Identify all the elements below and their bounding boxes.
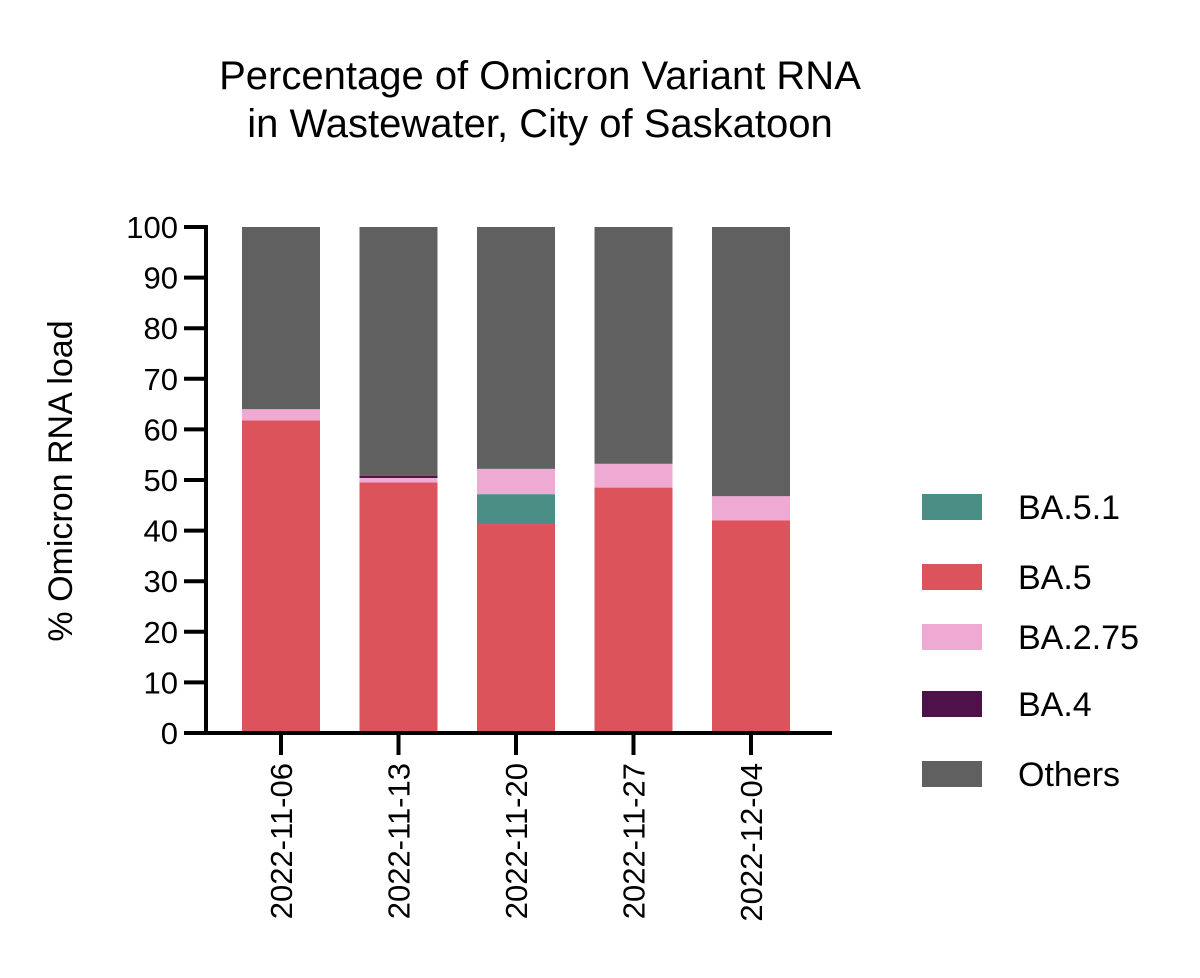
y-tick-label: 10 — [144, 665, 178, 700]
bar-segment-ba-2-75-2022-11-13 — [359, 477, 438, 483]
legend: BA.5.1 BA.5 BA.2.75 BA.4 Others — [922, 489, 1139, 794]
bar-segment-ba-4-2022-11-13 — [359, 475, 438, 478]
bar-segment-ba-5-1-2022-11-20 — [477, 494, 555, 525]
legend-label-ba-5: BA.5 — [1018, 559, 1092, 597]
bar-segment-others-2022-11-20 — [477, 227, 555, 469]
legend-swatch-ba-4 — [922, 691, 982, 717]
y-tick-label: 30 — [144, 564, 178, 599]
legend-label-ba-2-75: BA.2.75 — [1018, 619, 1139, 657]
y-tick-label: 50 — [144, 463, 178, 498]
legend-label-ba-4: BA.4 — [1018, 686, 1092, 724]
bar-segment-ba-5-2022-11-20 — [477, 524, 555, 733]
bar-segment-others-2022-11-27 — [594, 227, 673, 464]
bar-segment-ba-5-2022-11-27 — [594, 487, 673, 733]
y-axis-label: % Omicron RNA load — [42, 320, 80, 641]
bar-segment-ba-2-75-2022-11-20 — [477, 468, 555, 495]
y-tick-label: 20 — [144, 615, 178, 650]
x-axis: 2022-11-06 2022-11-13 2022-11-20 2022-11-27… — [204, 731, 832, 922]
y-tick-label: 0 — [161, 716, 178, 751]
y-axis: 0 10 20 30 40 50 60 70 80 90 100 — [126, 210, 208, 751]
legend-swatch-ba-5-1 — [922, 494, 982, 520]
bar-segment-ba-2-75-2022-12-04 — [712, 496, 790, 521]
bar-segment-others-2022-11-06 — [242, 227, 320, 410]
bar-segment-ba-5-2022-11-13 — [359, 482, 438, 733]
y-tick-label: 90 — [144, 261, 178, 296]
bars-layer — [242, 227, 790, 733]
legend-swatch-ba-2-75 — [922, 624, 982, 650]
y-tick-label: 60 — [144, 412, 178, 447]
y-tick-label: 100 — [126, 210, 178, 245]
bar-segment-ba-2-75-2022-11-27 — [594, 463, 673, 488]
bar-segment-ba-5-2022-11-06 — [242, 420, 320, 733]
x-tick-label: 2022-11-20 — [499, 763, 534, 919]
x-tick-label: 2022-11-13 — [382, 763, 417, 919]
legend-swatch-others — [922, 761, 982, 787]
legend-swatch-ba-5 — [922, 564, 982, 590]
chart-title-line-1: Percentage of Omicron Variant RNA — [219, 54, 861, 98]
x-tick-label: 2022-11-27 — [617, 763, 652, 919]
bar-segment-others-2022-12-04 — [712, 227, 790, 497]
x-tick-label: 2022-12-04 — [734, 763, 769, 922]
legend-label-others: Others — [1018, 756, 1120, 794]
y-tick-label: 40 — [144, 514, 178, 549]
chart-title: Percentage of Omicron Variant RNA in Was… — [140, 52, 940, 148]
bar-segment-ba-5-2022-12-04 — [712, 520, 790, 733]
bar-segment-ba-2-75-2022-11-06 — [242, 409, 320, 421]
bar-segment-others-2022-11-13 — [359, 227, 438, 476]
chart-title-line-2: in Wastewater, City of Saskatoon — [247, 102, 833, 146]
legend-label-ba-5-1: BA.5.1 — [1018, 489, 1120, 527]
x-tick-label: 2022-11-06 — [264, 763, 299, 919]
y-tick-label: 80 — [144, 311, 178, 346]
y-tick-label: 70 — [144, 362, 178, 397]
